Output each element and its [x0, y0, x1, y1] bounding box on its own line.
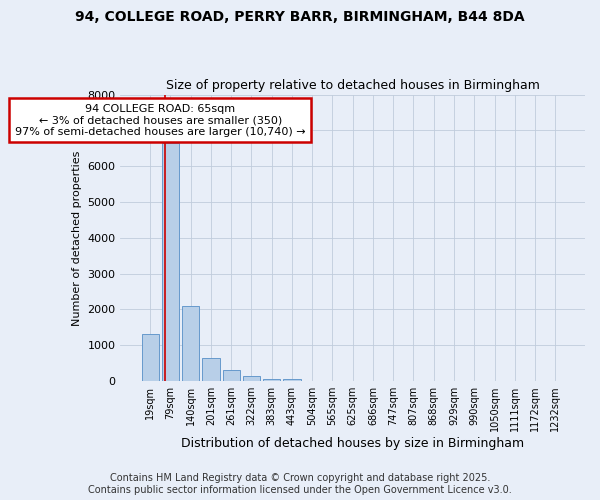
- Bar: [202, 358, 220, 381]
- Text: 94 COLLEGE ROAD: 65sqm
← 3% of detached houses are smaller (350)
97% of semi-det: 94 COLLEGE ROAD: 65sqm ← 3% of detached …: [15, 104, 305, 136]
- X-axis label: Distribution of detached houses by size in Birmingham: Distribution of detached houses by size …: [181, 437, 524, 450]
- Bar: [263, 378, 280, 381]
- Text: Contains HM Land Registry data © Crown copyright and database right 2025.
Contai: Contains HM Land Registry data © Crown c…: [88, 474, 512, 495]
- Bar: [283, 380, 301, 381]
- Bar: [162, 143, 179, 381]
- Text: 94, COLLEGE ROAD, PERRY BARR, BIRMINGHAM, B44 8DA: 94, COLLEGE ROAD, PERRY BARR, BIRMINGHAM…: [75, 10, 525, 24]
- Bar: [182, 306, 199, 381]
- Bar: [142, 334, 159, 381]
- Title: Size of property relative to detached houses in Birmingham: Size of property relative to detached ho…: [166, 79, 539, 92]
- Bar: [223, 370, 240, 381]
- Y-axis label: Number of detached properties: Number of detached properties: [72, 150, 82, 326]
- Bar: [243, 376, 260, 381]
